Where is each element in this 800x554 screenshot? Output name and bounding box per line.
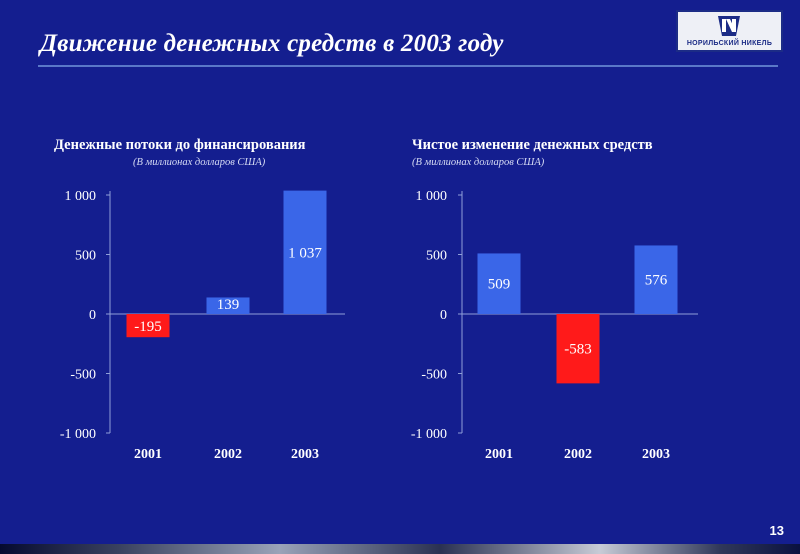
chart-2-subtitle: (В миллионах долларов США): [412, 157, 545, 168]
x-tick-label: 2001: [134, 447, 162, 462]
logo-text: НОРИЛЬСКИЙ НИКЕЛЬ: [686, 40, 773, 47]
bar: [556, 314, 600, 384]
y-tick-label: 500: [75, 249, 96, 264]
y-tick-label: 0: [440, 308, 447, 323]
data-label: -195: [134, 319, 162, 335]
y-tick-label: -500: [421, 368, 447, 383]
data-label: 576: [645, 273, 668, 289]
x-tick-label: 2003: [642, 447, 670, 462]
chart-2-title: Чистое изменение денежных средств: [412, 137, 653, 153]
data-label: -583: [564, 342, 592, 358]
data-label: 509: [488, 277, 511, 293]
nornickel-logo-icon: [718, 16, 740, 36]
chart-1-subtitle: (В миллионах долларов США): [133, 157, 266, 168]
y-tick-label: -1 000: [60, 427, 96, 442]
x-tick-label: 2002: [214, 447, 242, 462]
bar: [206, 297, 250, 314]
title-divider: [38, 65, 778, 67]
x-tick-label: 2002: [564, 447, 592, 462]
x-tick-label: 2001: [485, 447, 513, 462]
y-tick-label: 500: [426, 249, 447, 264]
footer-band: [0, 544, 800, 554]
company-logo: НОРИЛЬСКИЙ НИКЕЛЬ: [676, 10, 783, 52]
slide-title: Движение денежных средств в 2003 году: [40, 30, 504, 57]
bar: [634, 245, 678, 314]
y-tick-label: 1 000: [416, 189, 448, 204]
y-tick-label: 0: [89, 308, 96, 323]
bar: [283, 190, 327, 314]
x-tick-label: 2003: [291, 447, 319, 462]
y-tick-label: -1 000: [411, 427, 447, 442]
data-label: 139: [217, 297, 240, 313]
chart-1-title: Денежные потоки до финансирования: [54, 137, 306, 153]
page-number: 13: [769, 523, 784, 538]
data-label: 1 037: [288, 245, 322, 261]
bar: [126, 314, 170, 338]
y-tick-label: 1 000: [65, 189, 97, 204]
bar: [477, 253, 521, 314]
y-tick-label: -500: [70, 368, 96, 383]
